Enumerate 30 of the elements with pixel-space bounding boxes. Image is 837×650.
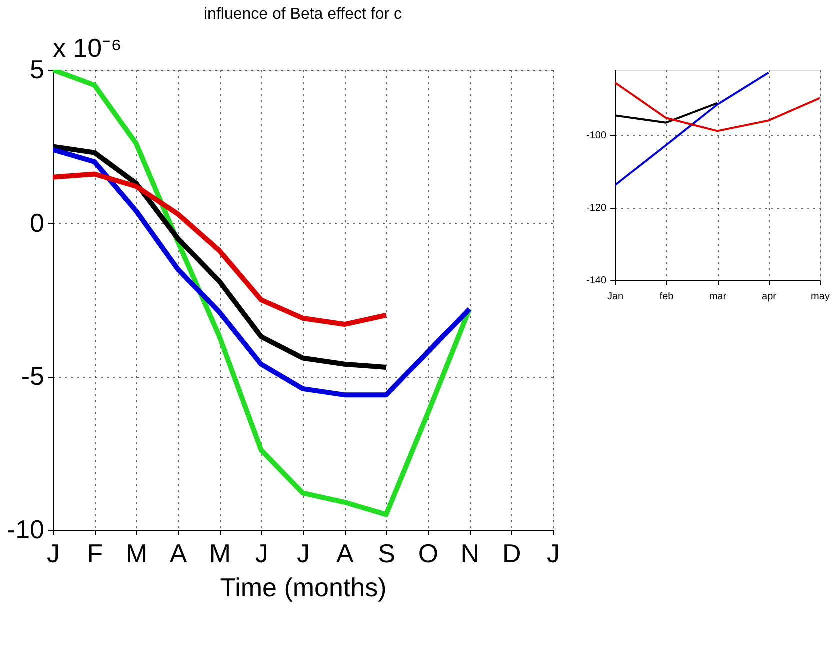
x-tick-label: M bbox=[126, 538, 148, 568]
line-series bbox=[615, 82, 820, 132]
x-tick-label: O bbox=[418, 538, 439, 568]
y-tick-label: -120 bbox=[586, 203, 607, 214]
y-tick-label: 5 bbox=[30, 54, 44, 84]
y-tick-label: -140 bbox=[586, 276, 607, 286]
x-tick-label: D bbox=[502, 538, 522, 568]
y-tick-label: -10 bbox=[6, 514, 44, 544]
x-axis-title: Time (months) bbox=[220, 572, 387, 602]
x-tick-label: A bbox=[170, 538, 188, 568]
x-tick-label: J bbox=[47, 538, 60, 568]
x-tick-label: J bbox=[297, 538, 310, 568]
x-tick-label: N bbox=[460, 538, 480, 568]
text: x 10⁻⁶ bbox=[53, 33, 122, 63]
y-tick-label: 0 bbox=[30, 208, 44, 238]
y-tick-label: -100 bbox=[586, 130, 607, 142]
x-tick-label: M bbox=[209, 538, 232, 568]
x-tick-label: S bbox=[378, 538, 396, 568]
x-tick-label: J bbox=[255, 538, 268, 568]
x-tick-label: apr bbox=[762, 292, 778, 302]
chart-title: influence of Beta effect for c bbox=[204, 6, 402, 23]
x-tick-label: may bbox=[811, 292, 830, 302]
x-tick-label: A bbox=[336, 538, 354, 568]
x-tick-label: Jan bbox=[607, 292, 624, 302]
x-tick-label: feb bbox=[660, 292, 674, 302]
line-series bbox=[615, 72, 770, 186]
y-tick-label: -5 bbox=[21, 361, 44, 392]
x-tick-label: F bbox=[87, 538, 104, 568]
x-tick-label: J bbox=[547, 538, 560, 568]
x-tick-label: mar bbox=[709, 292, 728, 302]
